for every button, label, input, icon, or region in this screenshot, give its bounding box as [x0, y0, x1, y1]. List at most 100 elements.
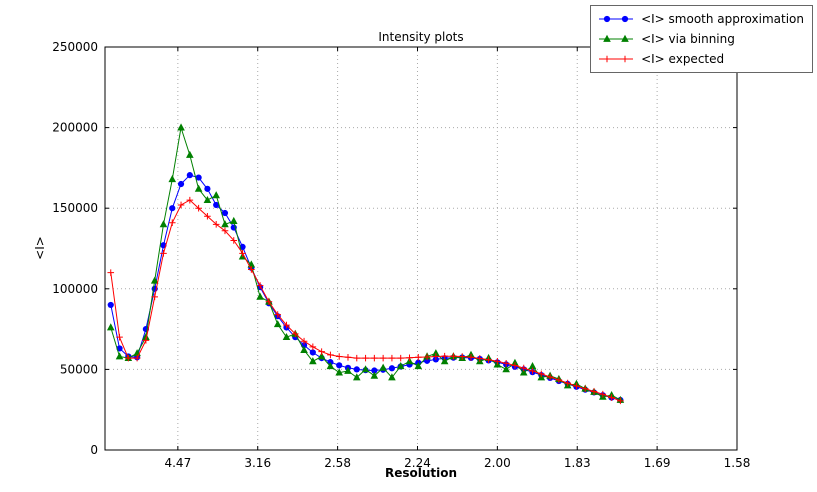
data-point-marker — [177, 201, 185, 209]
data-point-marker — [590, 388, 598, 395]
data-point-marker — [168, 219, 176, 227]
data-point-marker — [573, 382, 580, 390]
blue-circle-line-icon — [599, 15, 634, 23]
legend-label-via-binning: <I> via binning — [641, 32, 735, 46]
data-point-marker — [450, 352, 457, 360]
data-point-marker — [160, 250, 167, 257]
data-point-marker — [494, 358, 501, 365]
data-point-marker — [318, 348, 325, 355]
data-point-marker — [335, 353, 343, 360]
data-point-marker — [388, 354, 396, 362]
data-point-marker — [485, 356, 492, 364]
y-axis-label: <I> — [33, 236, 47, 260]
data-point-marker — [212, 191, 220, 199]
data-point-marker — [388, 373, 396, 381]
data-point-marker — [221, 227, 229, 235]
data-point-marker — [309, 357, 317, 365]
data-point-marker — [107, 301, 114, 309]
data-point-marker — [370, 371, 379, 379]
x-tick-label: 4.47 — [164, 456, 191, 470]
data-point-marker — [194, 184, 203, 192]
data-point-marker — [212, 221, 220, 228]
data-point-marker — [169, 205, 176, 212]
data-point-marker — [177, 123, 185, 131]
data-point-marker — [326, 361, 335, 370]
data-series — [106, 123, 625, 405]
data-point-marker — [414, 354, 422, 361]
data-point-marker — [283, 321, 290, 329]
data-point-marker — [608, 394, 615, 401]
y-tick-label: 50000 — [60, 362, 98, 376]
data-point-marker — [440, 357, 449, 365]
data-point-marker — [546, 373, 554, 381]
data-point-marker — [388, 365, 396, 372]
data-point-marker — [221, 220, 229, 228]
data-point-marker — [159, 220, 168, 228]
data-point-marker — [617, 397, 624, 405]
y-tick-label: 150000 — [52, 201, 98, 215]
data-point-marker — [603, 15, 611, 23]
y-tick-label: 250000 — [52, 40, 98, 54]
data-point-marker — [379, 363, 387, 371]
data-point-marker — [213, 201, 220, 209]
data-point-marker — [519, 368, 528, 376]
data-point-marker — [186, 172, 193, 179]
data-point-marker — [106, 323, 115, 331]
data-point-marker — [432, 349, 440, 357]
data-point-marker — [564, 379, 571, 387]
data-point-marker — [520, 364, 528, 372]
data-point-marker — [150, 276, 159, 284]
axes-border — [104, 46, 738, 451]
data-point-marker — [230, 237, 238, 244]
x-tick-label: 1.69 — [644, 456, 671, 470]
data-point-marker — [221, 209, 229, 217]
data-point-marker — [274, 311, 281, 318]
data-point-marker — [116, 333, 123, 341]
data-point-marker — [151, 293, 158, 301]
data-point-marker — [142, 332, 150, 341]
data-point-marker — [414, 361, 423, 370]
x-tick-label: 1.83 — [564, 456, 591, 470]
data-point-marker — [133, 354, 141, 362]
data-point-marker — [186, 196, 194, 204]
data-point-marker — [344, 354, 352, 361]
data-point-marker — [195, 174, 202, 181]
data-point-marker — [256, 282, 264, 289]
data-point-marker — [371, 354, 378, 362]
data-point-marker — [203, 195, 212, 204]
data-point-marker — [621, 55, 629, 63]
red-plus-line-icon — [599, 55, 634, 63]
data-point-marker — [186, 150, 194, 158]
data-point-marker — [537, 370, 545, 378]
data-point-marker — [599, 390, 607, 398]
x-tick-label: 2.24 — [404, 456, 431, 470]
data-point-marker — [239, 250, 246, 257]
data-point-marker — [467, 354, 475, 361]
data-point-marker — [432, 353, 440, 360]
x-tick-label: 3.16 — [244, 456, 271, 470]
data-point-marker — [379, 354, 387, 362]
legend: <I> smooth approximation <I> via binning… — [590, 5, 813, 73]
data-point-marker — [371, 367, 378, 374]
x-tick-label: 2.00 — [484, 456, 511, 470]
data-point-marker — [335, 368, 344, 376]
data-point-marker — [458, 353, 466, 360]
data-point-marker — [555, 376, 563, 384]
tick-labels: 4.47 3.16 2.58 2.24 2.00 1.83 1.69 1.58 0 50000 10… — [52, 40, 750, 470]
y-tick-label: 200000 — [52, 121, 98, 135]
data-point-marker — [441, 352, 448, 360]
data-point-marker — [309, 349, 316, 356]
data-point-marker — [581, 385, 589, 393]
data-point-marker — [353, 354, 361, 362]
chart-title: Intensity plots — [378, 30, 463, 44]
x-axis-label: Resolution — [385, 466, 457, 480]
data-point-marker — [256, 292, 264, 300]
data-point-marker — [291, 330, 299, 338]
data-point-marker — [603, 34, 611, 42]
data-point-marker — [423, 353, 431, 361]
data-point-marker — [361, 365, 370, 373]
legend-item-smooth-approximation: <I> smooth approximation — [597, 10, 804, 28]
data-point-marker — [621, 34, 629, 42]
